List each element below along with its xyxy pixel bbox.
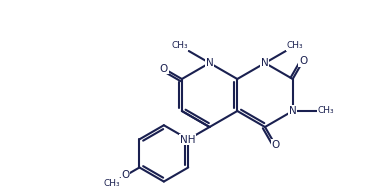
Text: O: O xyxy=(122,170,130,180)
Text: O: O xyxy=(299,56,307,66)
Text: CH₃: CH₃ xyxy=(104,179,121,188)
Text: N: N xyxy=(206,58,214,68)
Text: O: O xyxy=(160,64,168,74)
Text: CH₃: CH₃ xyxy=(287,41,304,50)
Text: CH₃: CH₃ xyxy=(318,106,334,115)
Text: NH: NH xyxy=(180,135,195,145)
Text: N: N xyxy=(261,58,269,68)
Text: O: O xyxy=(271,140,279,150)
Text: CH₃: CH₃ xyxy=(171,41,188,50)
Text: N: N xyxy=(289,106,296,116)
